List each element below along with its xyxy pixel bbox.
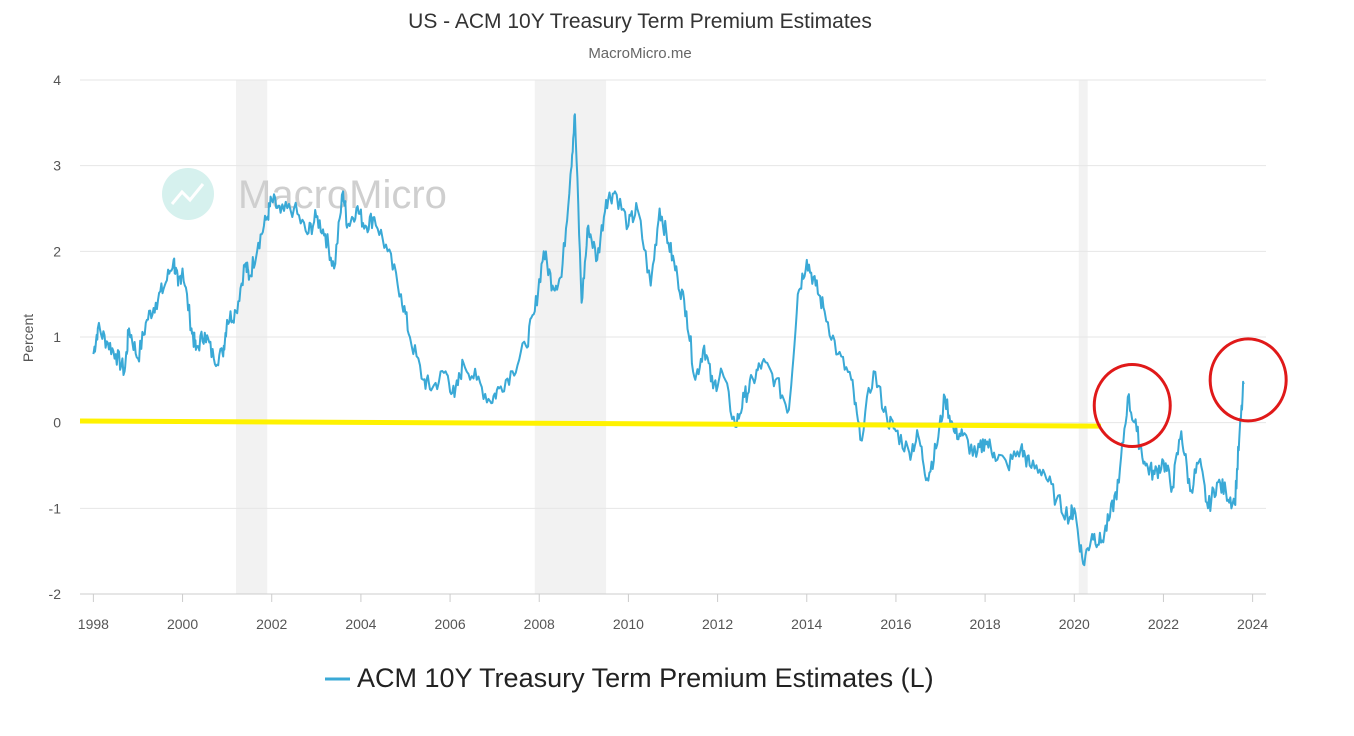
chart-subtitle: MacroMicro.me [588,45,691,62]
x-tick-label: 2000 [167,616,198,632]
x-tick-label: 2020 [1059,616,1090,632]
x-tick-label: 2004 [345,616,376,632]
y-tick-label: 2 [53,243,61,259]
x-tick-label: 2010 [613,616,644,632]
series-group [92,113,1245,567]
x-tick-label: 2014 [791,616,822,632]
x-tick-label: 2018 [970,616,1001,632]
watermark-logo-icon [162,168,214,220]
legend[interactable]: ACM 10Y Treasury Term Premium Estimates … [325,663,934,693]
x-tick-label: 2002 [256,616,287,632]
highlight-circle [1208,337,1288,423]
x-axis: 1998 2000 2002 2004 2006 2008 2010 2012 2014 2016… [78,594,1268,632]
x-tick-label: 2024 [1237,616,1268,632]
y-axis-title: Percent [20,314,36,362]
x-tick-label: 2022 [1148,616,1179,632]
y-tick-label: 0 [53,415,61,431]
highlight-zero-line [79,418,1102,429]
watermark-chart-icon [170,183,205,205]
annotations [79,337,1288,449]
series-line [92,113,1245,567]
y-axis: -2 -1 0 1 2 3 4 [49,72,62,602]
x-tick-label: 1998 [78,616,109,632]
y-tick-label: -2 [49,586,62,602]
y-tick-label: -1 [49,500,62,516]
y-tick-label: 1 [53,329,61,345]
legend-label[interactable]: ACM 10Y Treasury Term Premium Estimates … [357,663,934,693]
x-tick-label: 2012 [702,616,733,632]
chart-title: US - ACM 10Y Treasury Term Premium Estim… [408,10,872,33]
y-tick-label: 4 [53,72,61,88]
y-tick-label: 3 [53,158,61,174]
x-tick-label: 2008 [524,616,555,632]
x-tick-label: 2016 [880,616,911,632]
watermark: MacroMicro [162,168,447,220]
x-tick-label: 2006 [434,616,465,632]
highlight-circle [1092,363,1172,449]
